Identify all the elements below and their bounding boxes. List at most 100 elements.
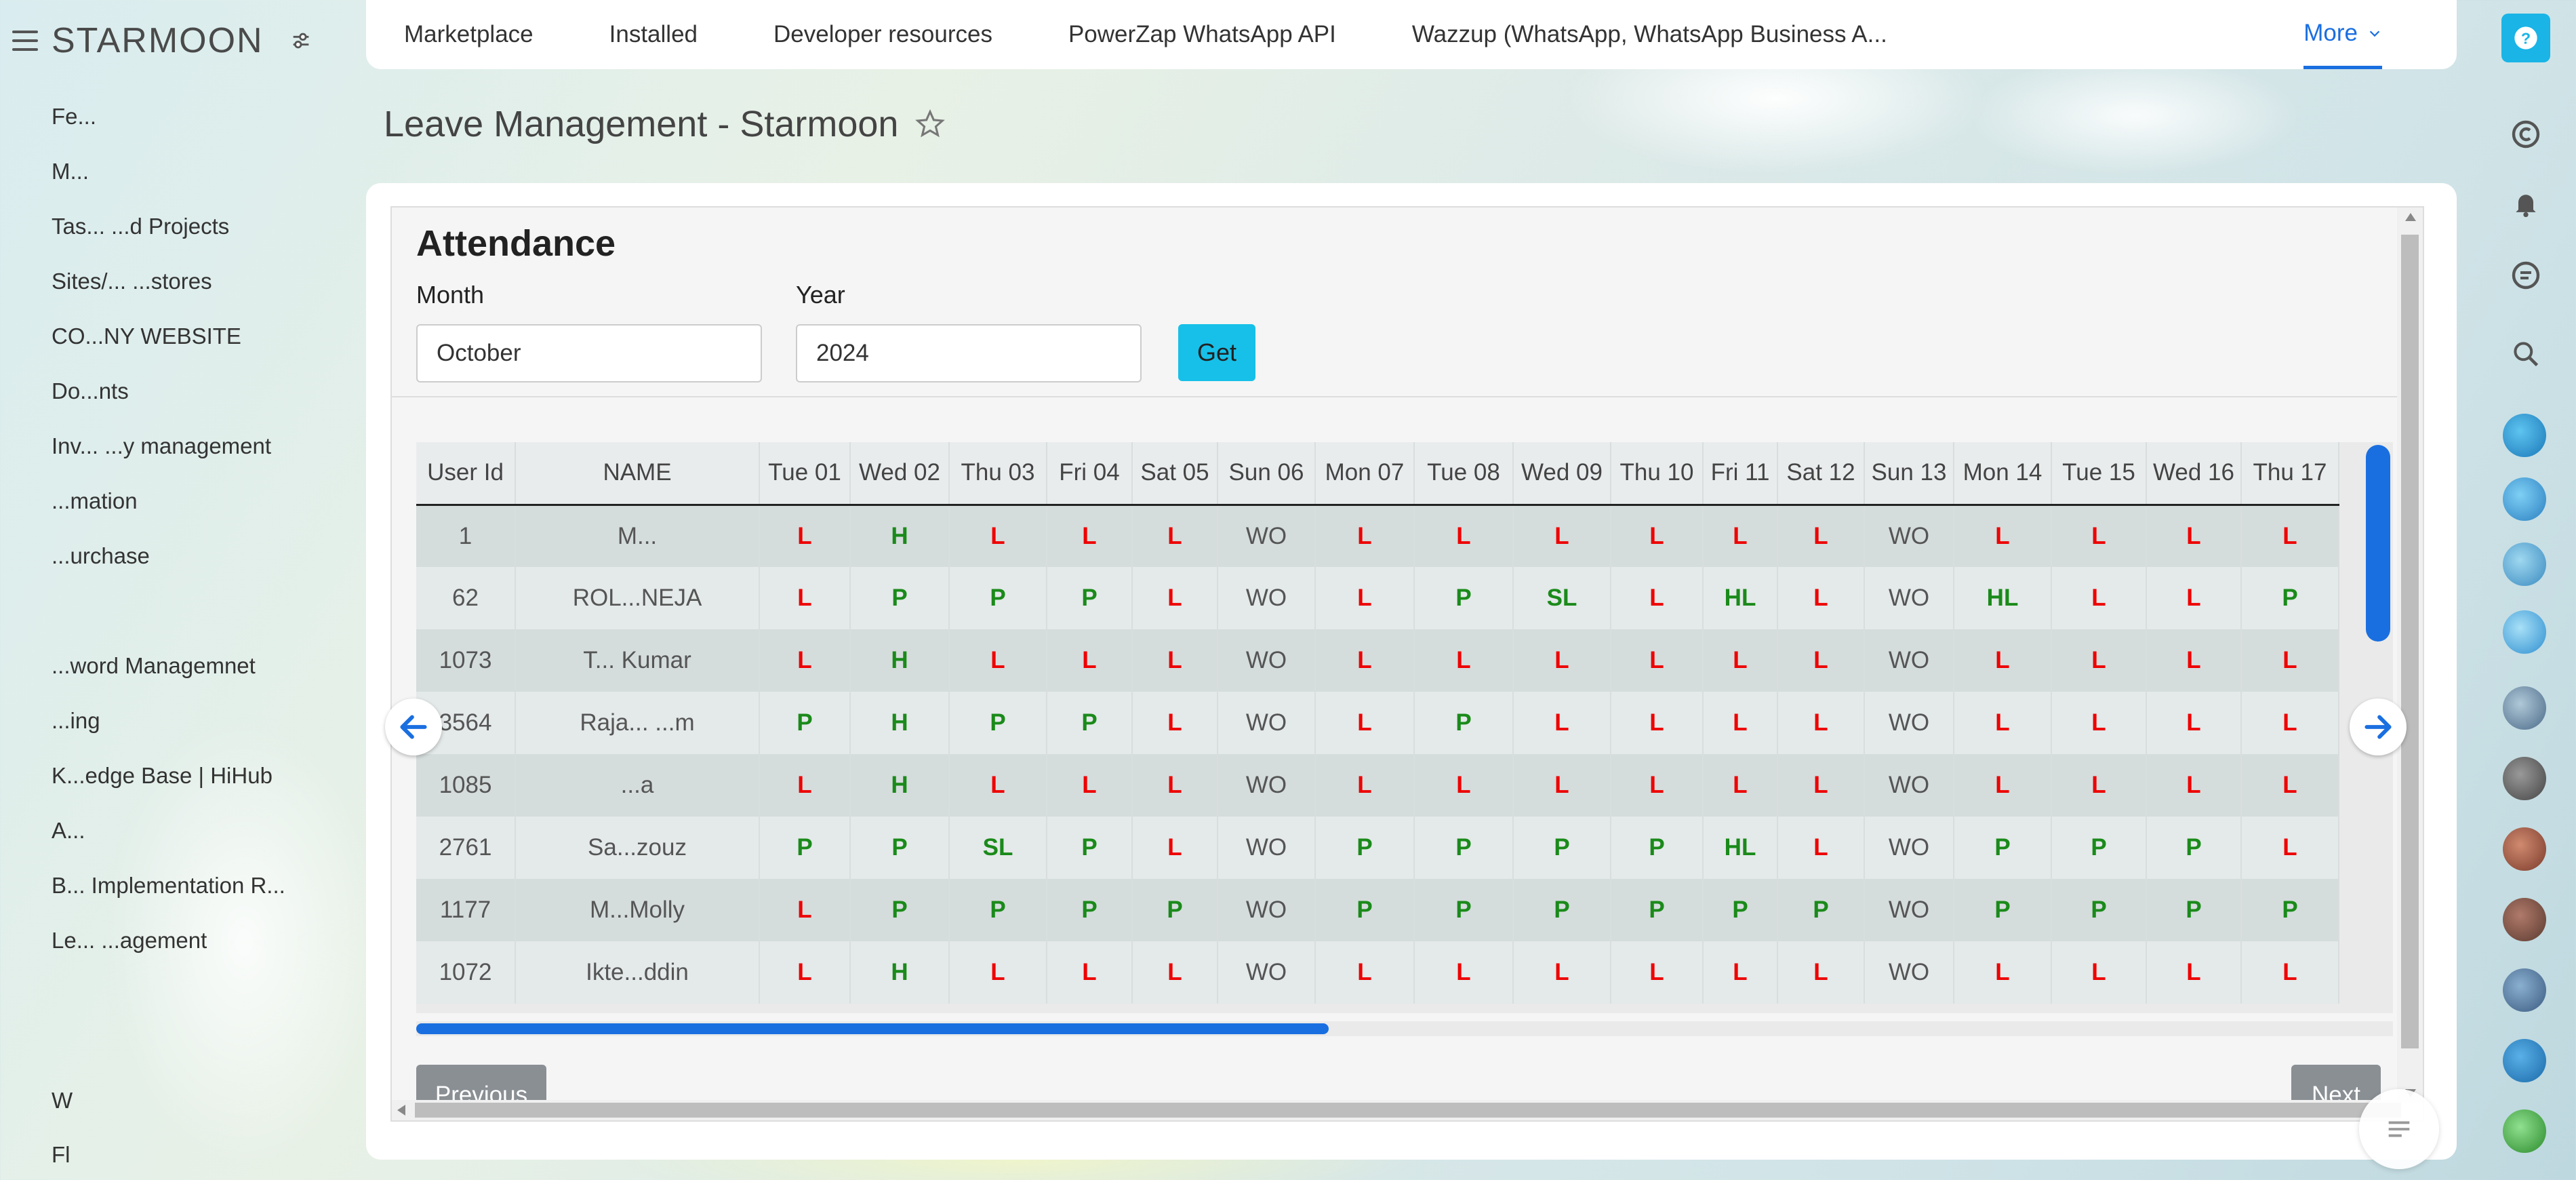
status-cell: L xyxy=(2241,692,2339,754)
frame-vertical-scrollbar[interactable] xyxy=(2397,208,2423,1103)
sidebar-item[interactable]: CO...NY WEBSITE xyxy=(52,323,241,349)
app-avatar[interactable] xyxy=(2503,414,2546,457)
sidebar-item[interactable]: ...word Managemnet xyxy=(52,653,256,678)
sidebar-item[interactable]: ...ing xyxy=(52,708,100,733)
sidebar-item-leave-management[interactable]: Le... ...agement xyxy=(52,928,207,953)
status-cell: L xyxy=(949,505,1047,567)
status-cell: L xyxy=(1954,941,2052,1004)
sidebar-item[interactable]: Tas... ...d Projects xyxy=(52,214,230,239)
nav-powerzap[interactable]: PowerZap WhatsApp API xyxy=(1068,21,1336,47)
sidebar-item[interactable]: B... Implementation R... xyxy=(52,873,285,898)
sidebar-item[interactable] xyxy=(52,589,285,644)
sidebar-item[interactable]: Sites/... ...stores xyxy=(52,269,212,294)
table-row: 1085 ...a L H L L L WO L L L L L L WO L L L L xyxy=(416,754,2339,817)
app-avatar[interactable] xyxy=(2503,827,2546,871)
sidebar-item[interactable]: K...edge Base | HiHub xyxy=(52,763,273,788)
get-button[interactable]: Get xyxy=(1178,324,1255,381)
status-cell: H xyxy=(850,941,950,1004)
arrow-right-icon xyxy=(2364,715,2392,739)
sidebar-item[interactable]: M... xyxy=(52,159,89,184)
chevron-down-icon xyxy=(2369,30,2380,37)
sliders-icon[interactable] xyxy=(289,29,313,52)
copyright-icon[interactable] xyxy=(2507,115,2545,153)
app-avatar[interactable] xyxy=(2503,543,2546,586)
app-avatar[interactable] xyxy=(2503,477,2546,521)
sidebar-item[interactable]: A... xyxy=(52,818,85,843)
status-cell: L xyxy=(1132,754,1218,817)
status-cell: L xyxy=(2146,941,2242,1004)
scrollbar-thumb[interactable] xyxy=(2401,235,2419,1048)
scrollbar-thumb[interactable] xyxy=(2366,445,2390,642)
chat-icon[interactable] xyxy=(2507,256,2545,294)
scroll-up-icon[interactable] xyxy=(2405,213,2416,221)
user-id-cell: 1085 xyxy=(416,754,516,817)
app-avatar[interactable] xyxy=(2503,686,2546,730)
app-avatar[interactable] xyxy=(2503,1039,2546,1082)
sidebar-item[interactable]: Inv... ...y management xyxy=(52,433,272,458)
status-cell: L xyxy=(759,754,851,817)
nav-more[interactable]: More xyxy=(2303,0,2382,69)
hamburger-icon[interactable] xyxy=(12,31,38,51)
sidebar-item[interactable]: Do...nts xyxy=(52,378,129,404)
frame-horizontal-scrollbar[interactable] xyxy=(392,1100,2401,1120)
sidebar-item[interactable]: Fl xyxy=(52,1142,71,1167)
status-cell: L xyxy=(2241,505,2339,567)
status-cell: L xyxy=(1777,941,1865,1004)
month-input[interactable] xyxy=(416,324,762,382)
scroll-left-icon[interactable] xyxy=(397,1105,405,1116)
column-header-day: Mon 14 xyxy=(1954,442,2052,506)
column-header-day: Thu 10 xyxy=(1611,442,1704,506)
table-horizontal-scrollbar[interactable] xyxy=(416,1021,2393,1036)
status-cell: L xyxy=(1777,567,1865,629)
status-cell: P xyxy=(949,567,1047,629)
app-avatar[interactable] xyxy=(2503,1109,2546,1153)
nav-installed[interactable]: Installed xyxy=(609,21,698,47)
status-cell: WO xyxy=(1864,879,1954,941)
nav-marketplace[interactable]: Marketplace xyxy=(404,21,534,47)
status-cell: L xyxy=(759,567,851,629)
status-cell: P xyxy=(1414,879,1514,941)
app-avatar[interactable] xyxy=(2503,968,2546,1012)
status-cell: L xyxy=(759,941,851,1004)
attendance-table-container[interactable]: User Id NAME Tue 01 Wed 02 Thu 03 Fri 04 Sat 0… xyxy=(416,442,2363,1013)
status-cell: L xyxy=(2146,692,2242,754)
status-cell: P xyxy=(2146,879,2242,941)
year-input[interactable] xyxy=(796,324,1142,382)
app-avatar[interactable] xyxy=(2503,610,2546,654)
nav-developer-resources[interactable]: Developer resources xyxy=(773,21,992,47)
column-header-day: Sun 06 xyxy=(1217,442,1316,506)
table-row: 1072 Ikte...ddin L H L L L WO L L L L L L WO L L L L xyxy=(416,941,2339,1004)
status-cell: P xyxy=(1954,817,2052,879)
status-cell: L xyxy=(2146,505,2242,567)
status-cell: L xyxy=(949,941,1047,1004)
name-cell: T... Kumar xyxy=(515,629,760,692)
search-icon[interactable] xyxy=(2507,335,2545,373)
column-header-day: Sat 12 xyxy=(1777,442,1865,506)
scroll-left-button[interactable] xyxy=(385,699,442,755)
nav-wazzup[interactable]: Wazzup (WhatsApp, WhatsApp Business A... xyxy=(1411,21,1887,47)
star-icon[interactable] xyxy=(914,109,946,140)
sidebar-item[interactable]: ...urchase xyxy=(52,543,150,568)
status-cell: L xyxy=(2051,754,2147,817)
status-cell: L xyxy=(1513,692,1611,754)
sidebar-item[interactable]: ...mation xyxy=(52,488,138,513)
status-cell: P xyxy=(1047,567,1133,629)
sidebar-item[interactable]: W xyxy=(52,1088,73,1113)
column-header-day: Fri 04 xyxy=(1047,442,1133,506)
app-avatar[interactable] xyxy=(2503,757,2546,800)
help-icon[interactable]: ? xyxy=(2501,14,2550,62)
status-cell: P xyxy=(1132,879,1218,941)
svg-text:?: ? xyxy=(2521,29,2531,47)
app-avatar[interactable] xyxy=(2503,898,2546,941)
status-cell: L xyxy=(1315,754,1415,817)
status-cell: L xyxy=(2146,754,2242,817)
chat-fab[interactable] xyxy=(2359,1089,2439,1169)
brand-logo[interactable]: STARMOON xyxy=(52,21,264,60)
status-cell: WO xyxy=(1864,754,1954,817)
status-cell: P xyxy=(2241,879,2339,941)
bell-icon[interactable] xyxy=(2507,184,2545,222)
sidebar-item[interactable]: Fe... xyxy=(52,104,97,129)
scroll-right-button[interactable] xyxy=(2350,699,2407,755)
scrollbar-thumb[interactable] xyxy=(416,1023,1329,1034)
scrollbar-thumb[interactable] xyxy=(415,1103,2401,1118)
